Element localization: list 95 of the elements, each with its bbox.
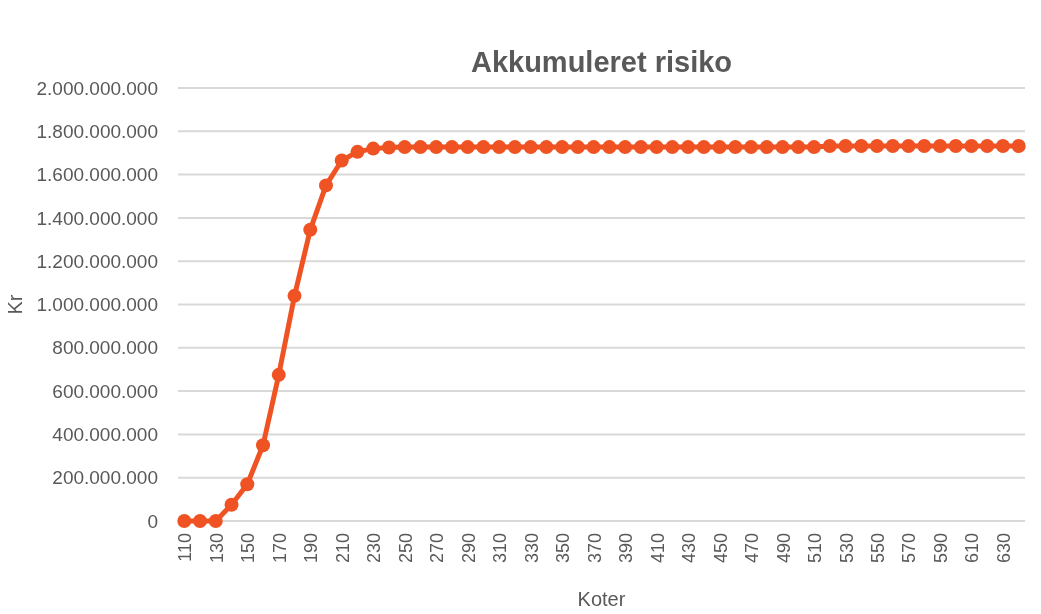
- x-tick-label: 590: [930, 533, 951, 564]
- point: [728, 140, 743, 155]
- point: [696, 140, 711, 155]
- point: [995, 139, 1010, 154]
- x-tick-label: 630: [993, 533, 1014, 564]
- x-tick-label: 470: [742, 533, 763, 564]
- point: [885, 139, 900, 154]
- x-tick-label: 530: [836, 533, 857, 564]
- point: [381, 140, 396, 155]
- point: [287, 288, 302, 303]
- point: [665, 140, 680, 155]
- point: [633, 140, 648, 155]
- point: [980, 139, 995, 154]
- x-tick-label: 110: [175, 533, 196, 562]
- y-tick-label: 1.000.000.000: [36, 294, 158, 316]
- point: [775, 140, 790, 155]
- chart-title: Akkumuleret risiko: [470, 46, 733, 78]
- point: [429, 140, 444, 155]
- point: [350, 144, 365, 159]
- x-tick-label: 430: [679, 533, 700, 564]
- x-tick-label: 210: [332, 533, 353, 564]
- x-tick-label: 370: [584, 533, 605, 564]
- point: [807, 140, 822, 155]
- y-tick-label: 1.400.000.000: [36, 207, 158, 229]
- x-tick-label: 490: [773, 533, 794, 564]
- point: [334, 153, 349, 168]
- x-tick-label: 150: [238, 533, 259, 564]
- x-tick-label: 510: [805, 533, 826, 564]
- point: [271, 367, 286, 382]
- point: [712, 140, 727, 155]
- x-tick-label: 170: [269, 533, 290, 564]
- point: [208, 514, 223, 528]
- point: [397, 140, 412, 155]
- point: [964, 139, 979, 154]
- point: [602, 140, 617, 155]
- x-tick-label: 230: [364, 533, 385, 564]
- x-tick-label: 330: [521, 533, 542, 564]
- x-tick-label: 310: [490, 533, 511, 564]
- point: [791, 140, 806, 155]
- point: [759, 140, 774, 155]
- point: [917, 139, 932, 154]
- point: [539, 140, 554, 155]
- y-tick-label: 600.000.000: [52, 380, 158, 402]
- y-axis-title: Kr: [4, 294, 26, 315]
- y-tick-label: 1.800.000.000: [36, 120, 158, 142]
- x-tick-label: 390: [616, 533, 637, 564]
- point: [492, 140, 507, 155]
- point: [681, 140, 696, 155]
- y-tick-label: 400.000.000: [52, 424, 158, 446]
- point: [822, 139, 837, 154]
- y-tick-label: 200.000.000: [52, 467, 158, 489]
- y-tick-label: 2.000.000.000: [36, 77, 158, 99]
- point: [444, 140, 459, 155]
- y-tick-label: 1.200.000.000: [36, 250, 158, 272]
- point: [318, 178, 333, 193]
- point: [1011, 139, 1026, 154]
- point: [303, 222, 318, 237]
- point: [256, 438, 271, 453]
- x-tick-label: 550: [868, 533, 889, 564]
- point: [476, 140, 491, 155]
- point: [948, 139, 963, 154]
- x-tick-label: 130: [206, 533, 227, 564]
- x-tick-label: 270: [427, 533, 448, 564]
- x-tick-label: 190: [301, 533, 322, 564]
- point: [507, 140, 522, 155]
- point: [177, 514, 192, 528]
- x-axis-title: Koter: [577, 588, 626, 610]
- point: [901, 139, 916, 154]
- point: [555, 140, 570, 155]
- point: [240, 477, 255, 492]
- x-tick-label: 450: [710, 533, 731, 564]
- y-tick-label: 1.600.000.000: [36, 164, 158, 186]
- x-tick-label: 610: [962, 533, 983, 564]
- x-tick-label: 250: [395, 533, 416, 564]
- y-tick-label: 0: [147, 510, 158, 532]
- x-tick-label: 410: [647, 533, 668, 564]
- point: [586, 140, 601, 155]
- x-tick-label: 570: [899, 533, 920, 564]
- x-tick-label: 350: [553, 533, 574, 564]
- point: [932, 139, 947, 154]
- point: [523, 140, 538, 155]
- point: [838, 139, 853, 154]
- point: [854, 139, 869, 154]
- point: [366, 141, 381, 156]
- x-tick-label: 290: [458, 533, 479, 564]
- point: [460, 140, 475, 155]
- point: [224, 497, 239, 512]
- point: [193, 514, 208, 528]
- point: [649, 140, 664, 155]
- y-tick-label: 800.000.000: [52, 337, 158, 359]
- point: [618, 140, 633, 155]
- point: [413, 140, 428, 155]
- point: [870, 139, 885, 154]
- point: [570, 140, 585, 155]
- point: [744, 140, 759, 155]
